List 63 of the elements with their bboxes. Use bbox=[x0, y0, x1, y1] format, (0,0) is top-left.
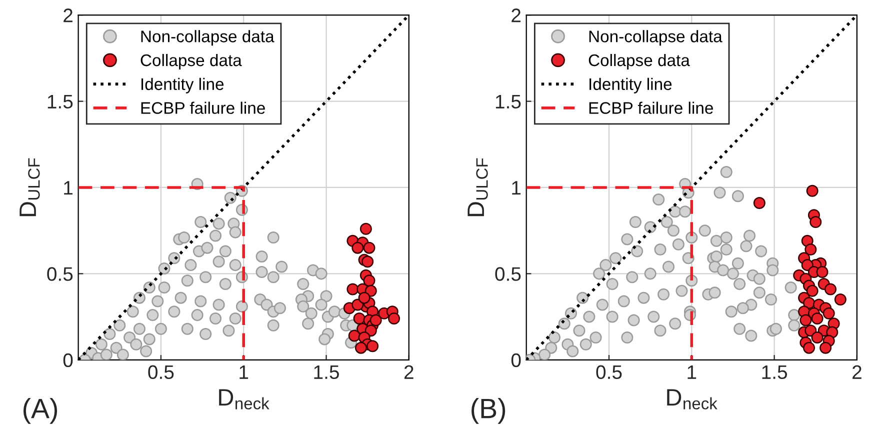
x-tick-label: 0.5 bbox=[596, 365, 622, 380]
point bbox=[388, 312, 400, 325]
point bbox=[358, 292, 370, 304]
point bbox=[800, 314, 812, 326]
point bbox=[348, 330, 360, 342]
y-tick-label: 0.5 bbox=[47, 267, 73, 281]
legend-label: Collapse data bbox=[140, 54, 242, 70]
point bbox=[806, 284, 818, 297]
x-tick-label: 2 bbox=[404, 365, 414, 379]
point bbox=[753, 196, 766, 210]
point bbox=[354, 342, 367, 354]
point bbox=[820, 342, 832, 354]
legend-label: Non-collapse data bbox=[589, 30, 722, 46]
y-tick-label: 1 bbox=[64, 181, 72, 195]
point bbox=[363, 242, 376, 254]
x-tick-label: 2 bbox=[852, 365, 862, 379]
point bbox=[352, 298, 364, 311]
y-tick-label: 2 bbox=[64, 8, 72, 22]
x-tick-label: 1.5 bbox=[762, 365, 787, 380]
x-tick-label: 1 bbox=[240, 365, 248, 379]
point bbox=[806, 184, 818, 197]
point bbox=[810, 216, 822, 228]
point bbox=[804, 244, 817, 256]
y-tick-label: 2 bbox=[512, 8, 521, 22]
text: (B) bbox=[472, 398, 506, 424]
legend-label: Identity line bbox=[142, 78, 224, 94]
legend-label: ECBP failure line bbox=[141, 102, 265, 114]
legend-label: Identity line bbox=[590, 78, 672, 94]
text: (A) bbox=[23, 398, 58, 424]
y-tick-label: 1 bbox=[512, 181, 521, 195]
x-axis-title: D$_{neck}$ bbox=[667, 389, 718, 410]
y-tick-label: 1.5 bbox=[48, 94, 73, 109]
point bbox=[804, 324, 817, 337]
point bbox=[353, 312, 366, 325]
point bbox=[822, 307, 835, 320]
point bbox=[824, 283, 837, 296]
point bbox=[366, 340, 379, 352]
point bbox=[360, 222, 372, 235]
y-tick-label: 0 bbox=[511, 353, 521, 368]
y-tick-label: 1.5 bbox=[496, 94, 521, 109]
y-tick-label: 0.5 bbox=[495, 267, 521, 281]
point bbox=[801, 259, 814, 272]
point bbox=[364, 284, 377, 297]
point bbox=[834, 294, 846, 306]
x-tick-label: 1.5 bbox=[314, 365, 339, 380]
legend-label: Collapse data bbox=[588, 54, 690, 70]
y-axis-title: D$_{ULCF}$ bbox=[468, 158, 488, 216]
y-axis-title: D$_{ULCF}$ bbox=[20, 158, 40, 216]
point bbox=[370, 314, 382, 326]
point bbox=[352, 242, 364, 254]
x-axis-title: D$_{neck}$ bbox=[219, 389, 270, 410]
legend-label: ECBP failure line bbox=[589, 102, 713, 114]
x-tick-label: 0.5 bbox=[148, 365, 174, 380]
point bbox=[816, 266, 828, 278]
x-tick-label: 1 bbox=[688, 365, 696, 379]
point bbox=[346, 283, 359, 296]
point bbox=[811, 331, 824, 344]
point bbox=[362, 256, 374, 268]
point bbox=[363, 274, 376, 287]
legend-label: Non-collapse data bbox=[141, 30, 274, 46]
y-tick-label: 0 bbox=[63, 353, 73, 368]
point bbox=[811, 312, 824, 325]
point bbox=[803, 342, 816, 354]
